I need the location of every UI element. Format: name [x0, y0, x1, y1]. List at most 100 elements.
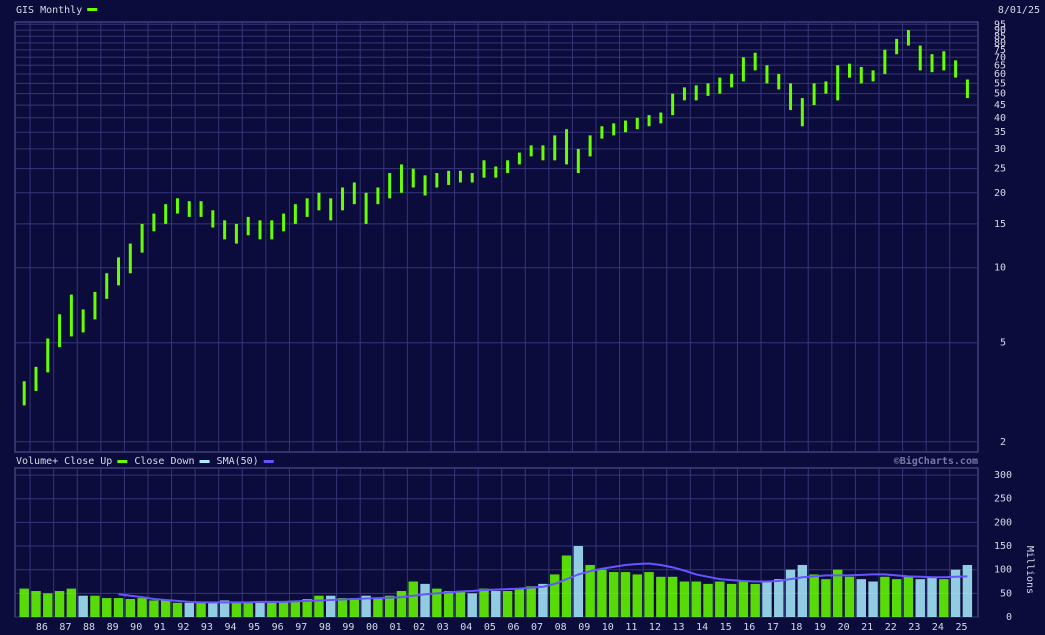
- volume-bar: [927, 576, 937, 617]
- y-tick-label: 300: [994, 470, 1012, 481]
- y-tick-label: 75: [994, 45, 1006, 56]
- volume-bar: [78, 595, 88, 617]
- volume-bar: [844, 576, 855, 617]
- volume-bar: [514, 588, 525, 617]
- volume-bar: [738, 581, 749, 617]
- volume-bar: [597, 569, 607, 617]
- volume-bar: [491, 590, 501, 617]
- volume-bar: [137, 598, 147, 617]
- x-tick-label: 10: [602, 622, 614, 633]
- volume-bar: [243, 602, 253, 617]
- y-tick-label: 2: [1000, 437, 1006, 448]
- x-tick-label: 19: [814, 622, 826, 633]
- x-tick-label: 08: [555, 622, 567, 633]
- x-tick-label: 21: [861, 622, 873, 633]
- x-tick-label: 88: [83, 622, 95, 633]
- x-tick-label: 99: [342, 622, 354, 633]
- volume-bar: [750, 583, 760, 617]
- y-tick-label: 100: [994, 565, 1012, 576]
- volume-bar: [113, 598, 124, 617]
- volume-bar: [785, 569, 796, 617]
- volume-bar: [420, 583, 430, 617]
- y-tick-label: 45: [994, 100, 1006, 111]
- volume-bar: [196, 602, 206, 617]
- volume-bar: [66, 588, 77, 617]
- legend-label: SMA(50): [217, 456, 259, 467]
- volume-bar: [832, 569, 843, 617]
- volume-bar: [809, 574, 819, 617]
- volume-bar: [868, 581, 878, 617]
- volume-bar: [102, 598, 112, 617]
- volume-bar: [550, 574, 560, 617]
- volume-bar: [349, 598, 360, 617]
- x-tick-label: 20: [838, 622, 850, 633]
- volume-bar: [703, 583, 713, 617]
- y-tick-label: 55: [994, 78, 1006, 89]
- volume-bar: [561, 555, 572, 617]
- x-tick-label: 01: [390, 622, 402, 633]
- volume-bar: [455, 590, 466, 617]
- volume-bar: [950, 569, 961, 617]
- volume-bar: [255, 602, 265, 617]
- y-tick-label: 50: [1000, 588, 1012, 599]
- y-tick-label: 5: [1000, 338, 1006, 349]
- volume-bar: [880, 576, 890, 617]
- volume-bar: [762, 581, 772, 617]
- volume-bar: [526, 586, 536, 617]
- x-tick-label: 90: [130, 622, 142, 633]
- volume-bar: [302, 599, 312, 617]
- y-tick-label: 80: [994, 38, 1006, 49]
- volume-bar: [573, 546, 584, 617]
- volume-bar: [774, 579, 784, 617]
- y-tick-label: 25: [994, 164, 1006, 175]
- x-tick-label: 22: [885, 622, 897, 633]
- legend-label: Volume+ Close Up: [16, 456, 112, 467]
- volume-bar: [219, 600, 230, 617]
- volume-bar: [149, 600, 159, 617]
- y-tick-label: 30: [994, 144, 1006, 155]
- volume-bar: [656, 576, 666, 617]
- volume-bar: [644, 572, 654, 617]
- x-tick-label: 93: [201, 622, 213, 633]
- volume-bar: [361, 595, 371, 617]
- legend-swatch: [87, 8, 98, 11]
- volume-bar: [337, 598, 348, 617]
- y-tick-label: 10: [994, 263, 1006, 274]
- volume-bar: [326, 595, 336, 617]
- y-tick-label: 90: [994, 25, 1006, 36]
- volume-bar: [715, 581, 725, 617]
- volume-bar: [314, 595, 324, 617]
- volume-bar: [90, 595, 100, 617]
- date-label: 8/01/25: [998, 5, 1040, 16]
- volume-bar: [290, 600, 301, 617]
- legend-swatch: [199, 460, 210, 463]
- x-tick-label: 98: [319, 622, 331, 633]
- volume-bar: [184, 602, 194, 617]
- volume-bar: [903, 576, 914, 617]
- y-tick-label: 50: [994, 89, 1006, 100]
- x-tick-label: 02: [413, 622, 425, 633]
- x-tick-label: 04: [460, 622, 472, 633]
- x-tick-label: 05: [484, 622, 496, 633]
- y-tick-label: 95: [994, 19, 1006, 30]
- volume-bar: [915, 579, 925, 617]
- x-tick-label: 00: [366, 622, 378, 633]
- x-tick-label: 86: [36, 622, 48, 633]
- legend-swatch: [117, 460, 128, 463]
- credit: ©BigCharts.com: [894, 455, 978, 467]
- volume-bar: [208, 601, 218, 617]
- volume-bar: [267, 602, 277, 617]
- legend-label: Close Down: [134, 456, 194, 467]
- x-tick-label: 18: [790, 622, 802, 633]
- y-tick-label: 40: [994, 113, 1006, 124]
- volume-bar: [939, 579, 949, 617]
- y-tick-label: 70: [994, 52, 1006, 63]
- x-tick-label: 07: [531, 622, 543, 633]
- price-frame: [14, 21, 979, 453]
- x-tick-label: 95: [248, 622, 260, 633]
- x-tick-label: 06: [507, 622, 519, 633]
- x-tick-label: 94: [224, 622, 236, 633]
- volume-bar: [502, 590, 513, 617]
